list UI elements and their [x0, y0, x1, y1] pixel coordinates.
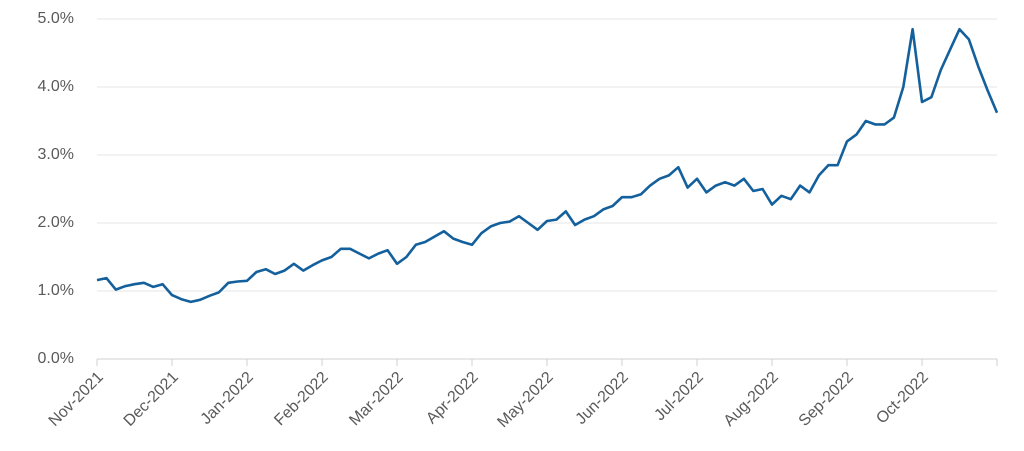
x-tick-label: Sep-2022: [796, 369, 857, 430]
y-tick-label: 2.0%: [38, 214, 74, 231]
y-tick-label: 3.0%: [38, 146, 74, 163]
x-tick-label: Oct-2022: [873, 369, 932, 428]
x-tick-label: Jun-2022: [573, 369, 632, 428]
x-tick-label: Mar-2022: [346, 369, 407, 430]
x-tick-label: Jan-2022: [198, 369, 257, 428]
x-tick-label: Aug-2022: [721, 369, 782, 430]
y-tick-label: 0.0%: [38, 350, 74, 367]
x-tick-label: Dec-2021: [121, 369, 182, 430]
x-tick-label: Feb-2022: [271, 369, 332, 430]
y-tick-label: 4.0%: [38, 78, 74, 95]
line-series: [96, 27, 999, 304]
x-tick-label: Jul-2022: [651, 369, 707, 425]
y-tick-label: 5.0%: [38, 10, 74, 27]
x-tick-label: May-2022: [494, 369, 556, 431]
x-tick-label: Apr-2022: [423, 369, 482, 428]
x-tick-label: Nov-2021: [46, 369, 107, 430]
y-tick-label: 1.0%: [38, 282, 74, 299]
